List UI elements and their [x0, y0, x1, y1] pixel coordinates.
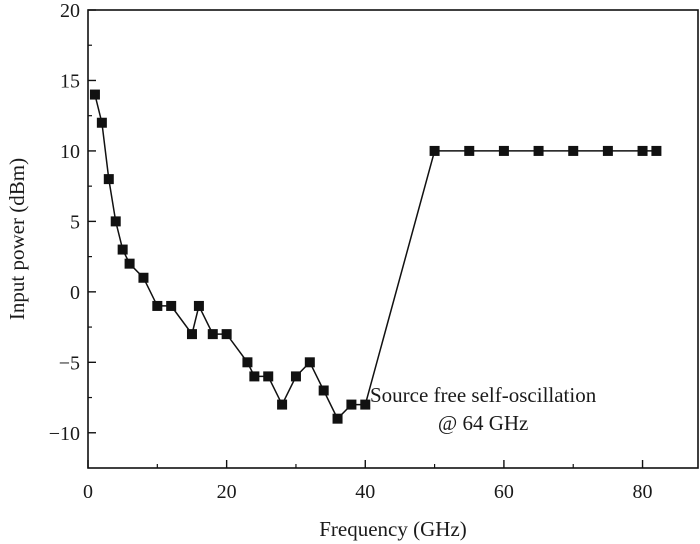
- data-point: [138, 272, 149, 283]
- data-point: [242, 357, 253, 368]
- data-point: [464, 145, 475, 156]
- data-point: [166, 300, 177, 311]
- y-tick-label: −5: [59, 352, 80, 374]
- x-tick-label: 80: [633, 481, 653, 503]
- data-point: [304, 357, 315, 368]
- data-point: [346, 399, 357, 410]
- data-point: [249, 371, 260, 382]
- annotation-layer: Source free self-oscillation @ 64 GHz: [370, 383, 597, 435]
- y-tick-label: −10: [49, 423, 80, 445]
- data-point: [290, 371, 301, 382]
- data-point: [332, 413, 343, 424]
- data-point: [318, 385, 329, 396]
- x-tick-label: 40: [355, 481, 375, 503]
- data-point: [263, 371, 274, 382]
- data-point: [117, 244, 128, 255]
- x-tick-label: 60: [494, 481, 514, 503]
- data-point: [498, 145, 509, 156]
- y-tick-label: 5: [70, 211, 80, 233]
- plot-frame-layer: [87, 9, 699, 469]
- data-point: [193, 300, 204, 311]
- y-tick-label: 15: [60, 70, 80, 92]
- ticks-layer: 0 20 40 60 80 −10 −5 0 5 10 15 20: [49, 0, 653, 503]
- data-point: [360, 399, 371, 410]
- data-point: [221, 329, 232, 340]
- y-tick-label: 20: [60, 0, 80, 22]
- series-line: [94, 94, 657, 420]
- y-tick-label: 10: [60, 141, 80, 163]
- data-point: [429, 145, 440, 156]
- y-tick-label: 0: [70, 282, 80, 304]
- data-point: [110, 216, 121, 227]
- data-point: [152, 300, 163, 311]
- data-point: [186, 329, 197, 340]
- data-point: [96, 117, 107, 128]
- data-point: [602, 145, 613, 156]
- annotation-text-line: @ 64 GHz: [438, 411, 529, 435]
- data-point: [568, 145, 579, 156]
- x-axis-label: Frequency (GHz): [319, 517, 467, 541]
- plot-frame: [87, 9, 699, 469]
- data-point: [89, 89, 100, 100]
- data-point: [103, 174, 114, 185]
- annotation-text-line: Source free self-oscillation: [370, 383, 597, 407]
- data-point: [207, 329, 218, 340]
- data-point: [533, 145, 544, 156]
- data-point: [124, 258, 135, 269]
- data-point: [277, 399, 288, 410]
- series-layer: [89, 89, 662, 424]
- data-point: [651, 145, 662, 156]
- x-tick-label: 0: [83, 481, 93, 503]
- y-axis-label: Input power (dBm): [5, 158, 29, 320]
- data-point: [637, 145, 648, 156]
- x-tick-label: 20: [217, 481, 237, 503]
